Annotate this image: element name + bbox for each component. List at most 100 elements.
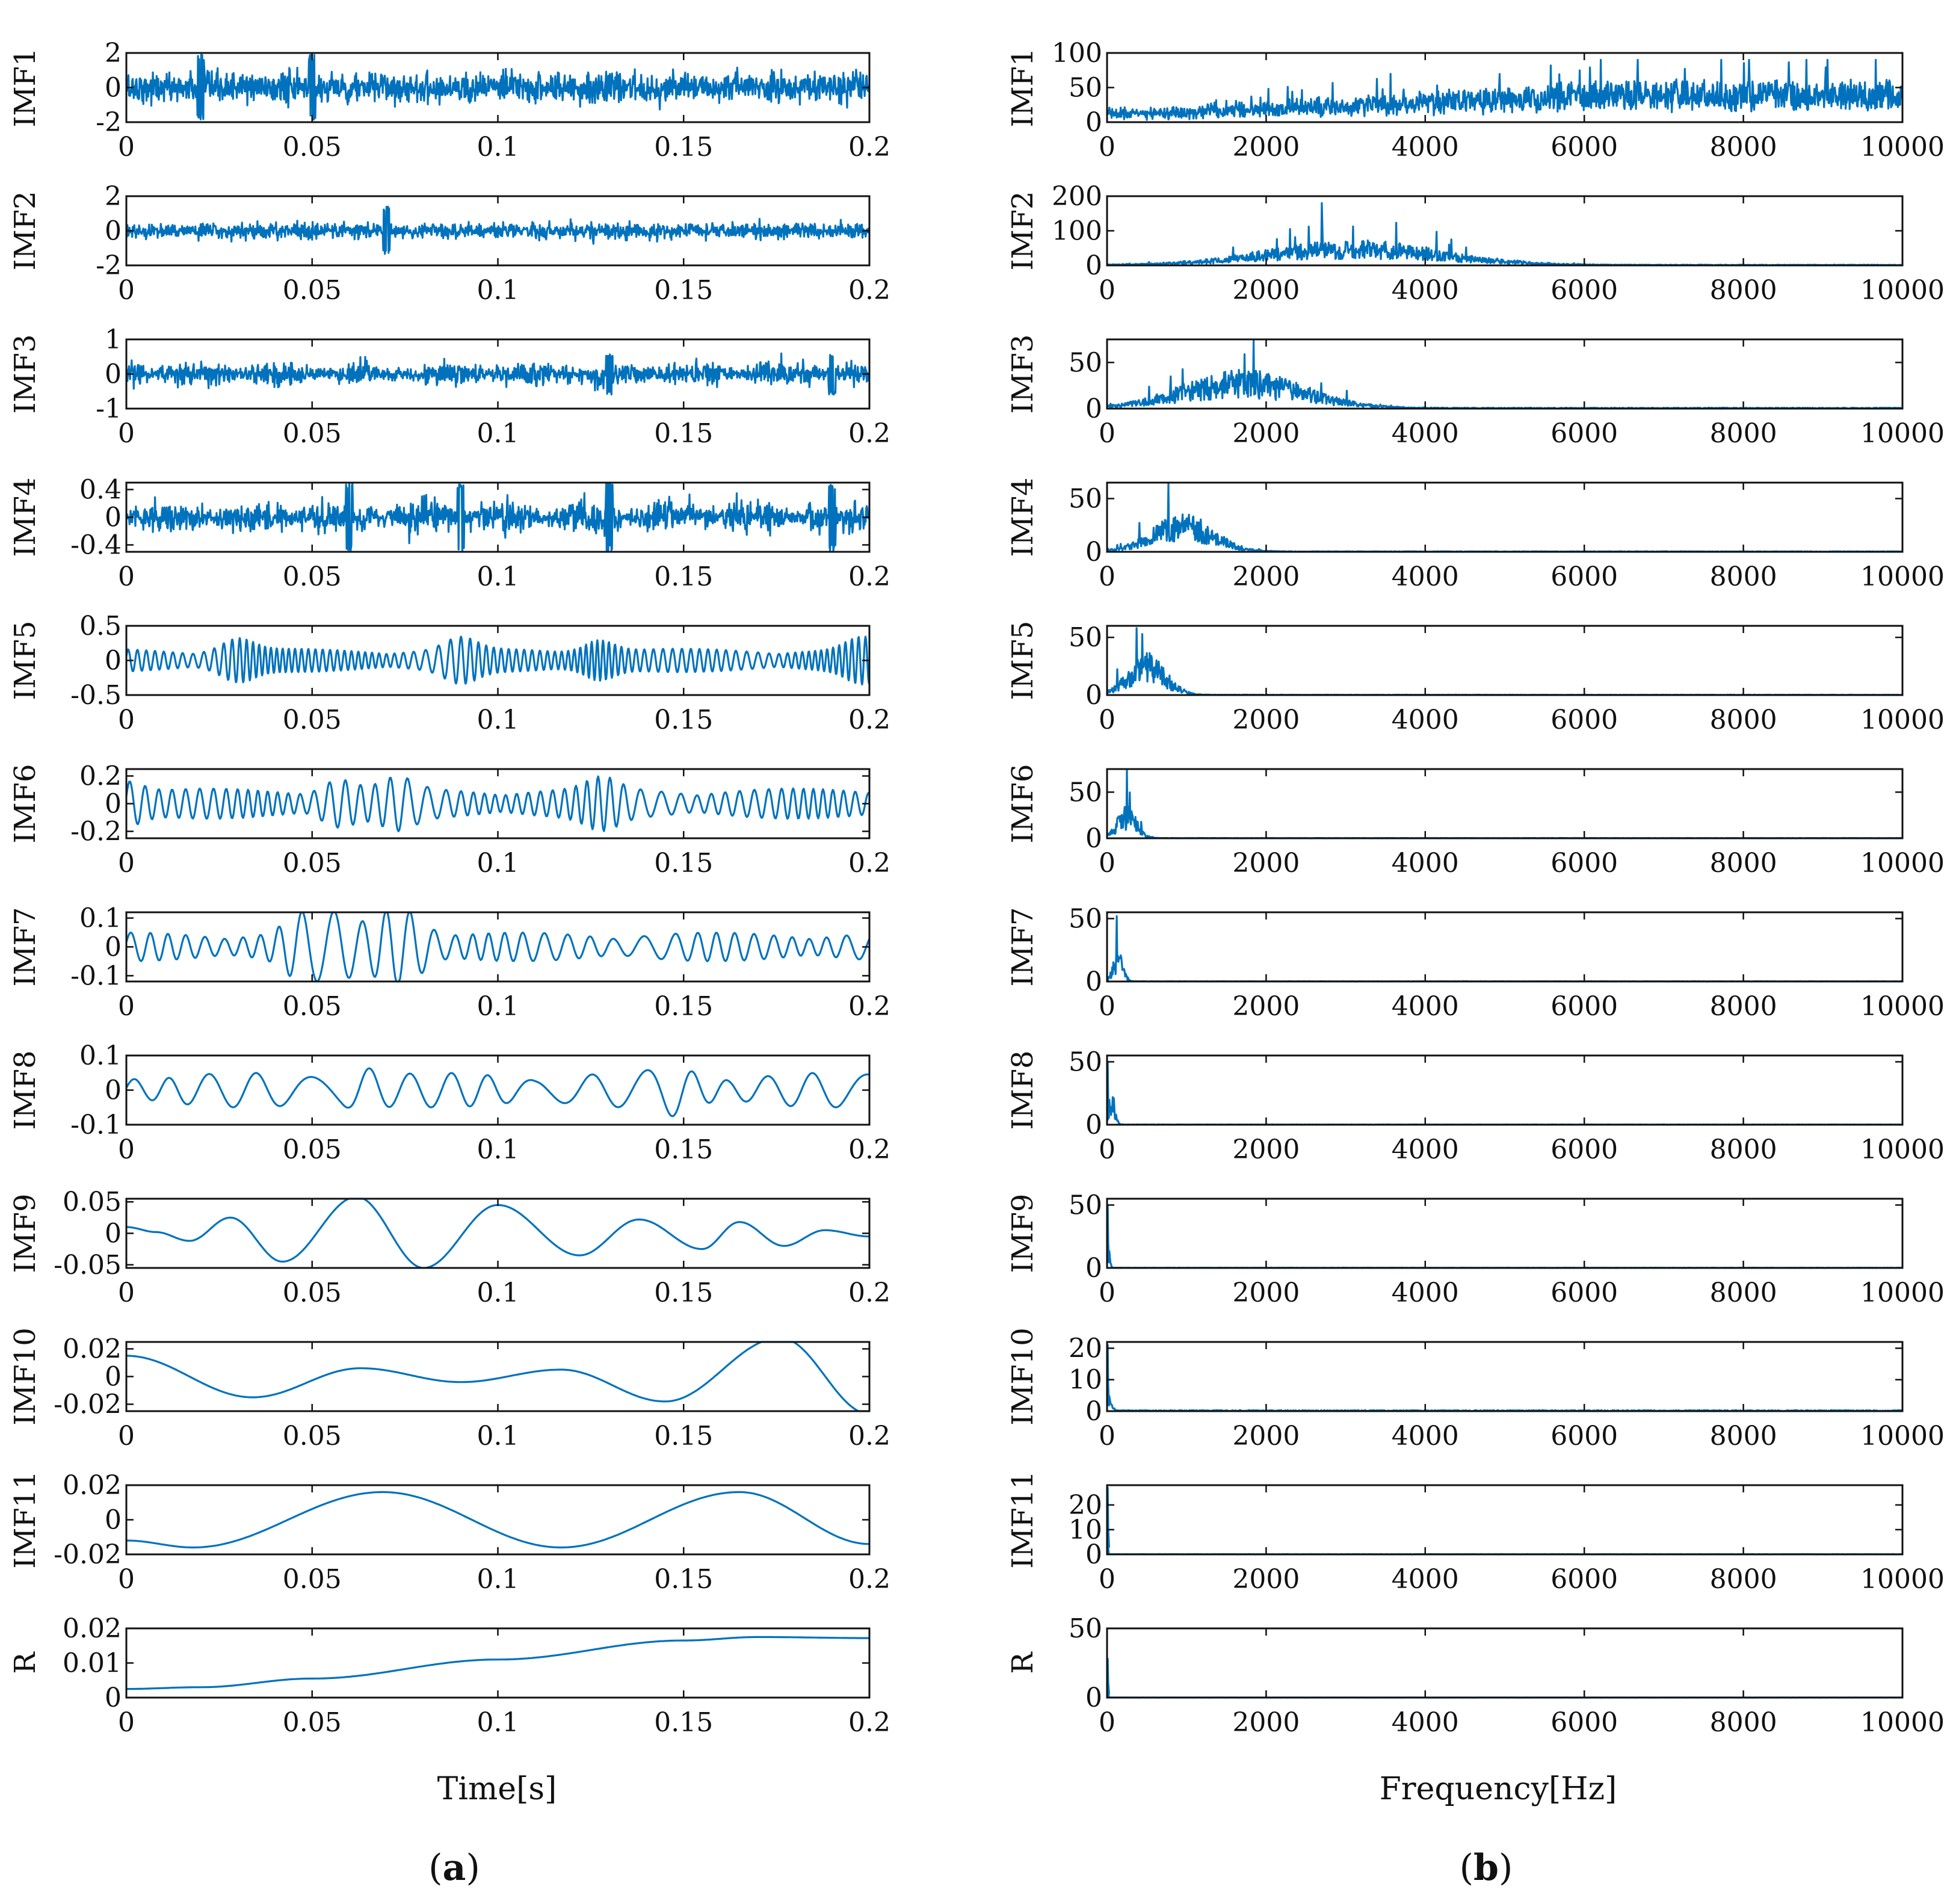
time-xtick-label: 0.1 <box>477 1421 519 1451</box>
freq-xtick-label: 2000 <box>1232 275 1300 306</box>
freq-ytick-label: 200 <box>1052 181 1102 212</box>
time-xtick-label: 0.15 <box>654 705 713 735</box>
freq-ytick-label: 0 <box>1085 680 1102 711</box>
freq-axes-frame <box>1106 768 1904 839</box>
time-trace-r <box>126 1636 869 1690</box>
freq-xtick-label: 10000 <box>1860 275 1945 306</box>
time-xtick-label: 0.2 <box>848 275 890 306</box>
time-xtick-label: 0.1 <box>477 132 519 162</box>
time-xtick-label: 0.2 <box>848 561 890 592</box>
time-ytick-label: -0.1 <box>70 960 122 991</box>
time-xtick-label: 0.15 <box>654 132 713 162</box>
time-ytick-label: -0.4 <box>70 530 122 561</box>
time-xtick-label: 0 <box>118 1707 135 1738</box>
freq-xtick-label: 6000 <box>1550 991 1618 1022</box>
freq-xtick-label: 4000 <box>1392 418 1459 449</box>
caption-a: (a) <box>428 1847 480 1889</box>
time-xtick-label: 0 <box>118 848 135 879</box>
time-series-label-imf10: IMF10 <box>8 1328 42 1426</box>
time-xtick-label: 0.15 <box>654 1707 713 1738</box>
freq-xtick-label: 0 <box>1099 1707 1115 1738</box>
time-ytick-label: -2 <box>96 107 122 138</box>
time-xtick-label: 0.15 <box>654 561 713 592</box>
time-trace-imf4 <box>125 481 871 553</box>
freq-ytick-label: 0 <box>1085 1253 1102 1284</box>
freq-subplot-imf4: 50 00 2000 4000 6000 8000 10000 IMF4 <box>1006 478 1945 592</box>
freq-ytick-label: 50 <box>1069 903 1102 934</box>
freq-ytick-label: 0 <box>1085 537 1102 567</box>
time-xtick-label: 0.15 <box>654 418 713 449</box>
freq-xtick-label: 8000 <box>1710 705 1777 735</box>
freq-xtick-label: 2000 <box>1232 705 1300 735</box>
freq-axes-frame <box>1106 1341 1904 1412</box>
time-xtick-label: 0.1 <box>477 1134 519 1165</box>
time-ytick-label: 2 <box>105 181 122 212</box>
time-trace-imf5 <box>125 635 871 686</box>
time-trace-imf11 <box>126 1491 870 1549</box>
freq-ytick-label: 0 <box>1085 1539 1102 1570</box>
freq-xtick-label: 6000 <box>1550 561 1618 592</box>
freq-subplot-imf6: 50 00 2000 4000 6000 8000 10000 IMF6 <box>1006 764 1945 879</box>
time-ytick-label: -2 <box>96 250 122 281</box>
time-trace-imf1 <box>125 54 871 121</box>
freq-xtick-label: 6000 <box>1550 848 1618 879</box>
freq-xtick-label: 4000 <box>1392 275 1459 306</box>
time-trace-imf10 <box>126 1341 869 1412</box>
time-ytick-label: 0.02 <box>63 1613 122 1644</box>
freq-series-label-imf9: IMF9 <box>1006 1194 1040 1273</box>
time-ytick-label: 2 <box>105 38 122 69</box>
freq-xtick-label: 2000 <box>1232 1278 1300 1308</box>
time-xtick-label: 0.1 <box>477 705 519 735</box>
freq-ytick-label: 0 <box>1085 1110 1102 1140</box>
freq-xtick-label: 8000 <box>1710 132 1777 162</box>
freq-axes-frame <box>1106 1054 1904 1126</box>
freq-series-label-imf1: IMF1 <box>1006 48 1040 128</box>
time-ytick-label: -0.1 <box>70 1110 122 1140</box>
time-xtick-label: 0.1 <box>477 991 519 1022</box>
time-xtick-label: 0.2 <box>848 1707 890 1738</box>
freq-ytick-label: 0 <box>1085 394 1102 424</box>
time-xtick-label: 0 <box>118 561 135 592</box>
freq-xtick-label: 4000 <box>1392 1564 1459 1595</box>
time-xtick-label: 0.2 <box>848 848 890 879</box>
freq-ytick-label: 50 <box>1069 484 1102 515</box>
freq-xtick-label: 10000 <box>1860 1134 1945 1165</box>
freq-axes-frame <box>1106 1484 1904 1556</box>
freq-axes-frame <box>1106 911 1904 983</box>
time-ytick-label: 0 <box>105 789 122 820</box>
time-xtick-label: 0.05 <box>283 1278 342 1308</box>
time-xtick-label: 0 <box>118 705 135 735</box>
freq-xtick-label: 4000 <box>1392 1707 1459 1738</box>
freq-xtick-label: 10000 <box>1860 1564 1945 1595</box>
time-xtick-label: 0.05 <box>283 848 342 879</box>
time-xtick-label: 0.2 <box>848 418 890 449</box>
freq-xtick-label: 2000 <box>1232 132 1300 162</box>
time-ytick-label: 0 <box>105 216 122 247</box>
freq-xtick-label: 0 <box>1099 275 1115 306</box>
time-xtick-label: 0.15 <box>654 848 713 879</box>
time-ytick-label: 0 <box>105 1362 122 1392</box>
time-xtick-label: 0 <box>118 132 135 162</box>
time-series-label-imf6: IMF6 <box>8 764 42 844</box>
freq-subplot-imf3: 50 00 2000 4000 6000 8000 10000 IMF3 <box>1006 335 1945 449</box>
freq-series-label-imf8: IMF8 <box>1006 1051 1040 1130</box>
freq-xtick-label: 8000 <box>1710 1564 1777 1595</box>
time-xtick-label: 0.05 <box>283 1134 342 1165</box>
time-trace-imf2 <box>125 205 871 255</box>
time-series-label-imf5: IMF5 <box>8 621 42 700</box>
freq-xtick-label: 0 <box>1099 848 1115 879</box>
time-xtick-label: 0.2 <box>848 1564 890 1595</box>
time-xtick-label: 0 <box>118 1134 135 1165</box>
time-xtick-label: 0.1 <box>477 1564 519 1595</box>
freq-subplot-imf9: 50 00 2000 4000 6000 8000 10000 IMF9 <box>1006 1190 1945 1308</box>
time-ytick-label: 0.1 <box>79 1040 122 1071</box>
freq-xtick-label: 2000 <box>1232 1707 1300 1738</box>
time-xtick-label: 0.05 <box>283 1421 342 1451</box>
freq-xtick-label: 4000 <box>1392 705 1459 735</box>
